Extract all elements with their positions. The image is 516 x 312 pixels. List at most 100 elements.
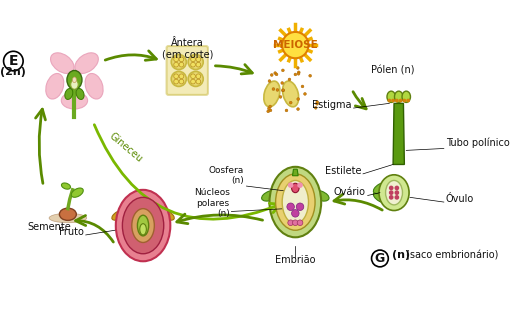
Text: Ovário: Ovário bbox=[334, 188, 366, 197]
Polygon shape bbox=[293, 169, 298, 176]
Circle shape bbox=[288, 78, 291, 81]
Circle shape bbox=[179, 79, 184, 84]
Text: Pólen (n): Pólen (n) bbox=[370, 65, 414, 75]
Ellipse shape bbox=[116, 190, 170, 261]
Ellipse shape bbox=[73, 77, 76, 83]
Text: Estilete: Estilete bbox=[325, 166, 361, 176]
Circle shape bbox=[297, 71, 300, 74]
Circle shape bbox=[179, 57, 184, 62]
Circle shape bbox=[402, 99, 406, 102]
Ellipse shape bbox=[59, 208, 76, 220]
Text: G: G bbox=[375, 252, 385, 265]
Ellipse shape bbox=[67, 71, 82, 89]
Ellipse shape bbox=[71, 80, 78, 89]
Circle shape bbox=[196, 74, 201, 79]
Ellipse shape bbox=[264, 81, 280, 107]
Ellipse shape bbox=[171, 55, 186, 70]
Circle shape bbox=[282, 89, 285, 92]
Circle shape bbox=[281, 89, 284, 92]
Circle shape bbox=[272, 88, 275, 90]
Circle shape bbox=[316, 101, 319, 104]
Ellipse shape bbox=[374, 192, 389, 203]
Circle shape bbox=[391, 99, 395, 102]
Circle shape bbox=[297, 220, 303, 226]
Text: Tubo polínico: Tubo polínico bbox=[446, 137, 509, 148]
Circle shape bbox=[282, 32, 309, 58]
Ellipse shape bbox=[283, 81, 299, 107]
Circle shape bbox=[174, 79, 179, 84]
Circle shape bbox=[191, 79, 196, 84]
Circle shape bbox=[297, 108, 299, 110]
Circle shape bbox=[289, 101, 292, 104]
Circle shape bbox=[174, 62, 179, 67]
Circle shape bbox=[196, 62, 201, 67]
Ellipse shape bbox=[385, 180, 402, 205]
Text: Núcleos
polares
(n): Núcleos polares (n) bbox=[194, 188, 230, 218]
Ellipse shape bbox=[65, 89, 73, 100]
Text: Gineceu: Gineceu bbox=[107, 131, 144, 164]
Ellipse shape bbox=[85, 73, 103, 99]
Polygon shape bbox=[393, 103, 405, 164]
Circle shape bbox=[297, 98, 300, 100]
Circle shape bbox=[191, 57, 196, 62]
Ellipse shape bbox=[282, 180, 309, 224]
Text: E: E bbox=[9, 54, 18, 68]
Ellipse shape bbox=[76, 89, 84, 100]
Circle shape bbox=[316, 102, 318, 105]
Circle shape bbox=[406, 99, 410, 102]
Circle shape bbox=[395, 195, 399, 200]
Ellipse shape bbox=[132, 209, 154, 242]
Circle shape bbox=[389, 186, 394, 190]
Ellipse shape bbox=[276, 174, 315, 230]
Ellipse shape bbox=[160, 210, 174, 220]
Text: Embrião: Embrião bbox=[275, 255, 316, 265]
Ellipse shape bbox=[402, 91, 410, 102]
Circle shape bbox=[191, 62, 196, 67]
Ellipse shape bbox=[71, 188, 83, 197]
Circle shape bbox=[269, 109, 272, 112]
Circle shape bbox=[296, 203, 304, 211]
Circle shape bbox=[293, 220, 298, 226]
Circle shape bbox=[297, 72, 300, 75]
Circle shape bbox=[389, 190, 394, 195]
Circle shape bbox=[395, 186, 399, 190]
Ellipse shape bbox=[51, 53, 74, 73]
Circle shape bbox=[179, 62, 184, 67]
Circle shape bbox=[294, 73, 297, 76]
Circle shape bbox=[274, 72, 277, 75]
Text: Ântera
(em corte): Ântera (em corte) bbox=[162, 37, 213, 59]
Ellipse shape bbox=[262, 190, 280, 201]
Ellipse shape bbox=[139, 197, 147, 212]
Circle shape bbox=[196, 57, 201, 62]
Circle shape bbox=[314, 106, 317, 109]
Ellipse shape bbox=[140, 224, 147, 235]
Text: Oosfera
(n): Oosfera (n) bbox=[208, 166, 244, 185]
Circle shape bbox=[276, 89, 279, 91]
Text: (n): (n) bbox=[392, 251, 410, 261]
Circle shape bbox=[288, 220, 294, 226]
FancyBboxPatch shape bbox=[167, 46, 208, 95]
Circle shape bbox=[179, 74, 184, 79]
Ellipse shape bbox=[311, 190, 329, 201]
Circle shape bbox=[191, 74, 196, 79]
Ellipse shape bbox=[61, 92, 88, 109]
Circle shape bbox=[281, 81, 284, 84]
Ellipse shape bbox=[188, 71, 203, 86]
Ellipse shape bbox=[292, 183, 299, 193]
Circle shape bbox=[399, 99, 402, 102]
Circle shape bbox=[395, 190, 399, 195]
Circle shape bbox=[285, 109, 288, 112]
Circle shape bbox=[287, 203, 295, 211]
Ellipse shape bbox=[75, 53, 99, 73]
Circle shape bbox=[388, 99, 391, 102]
Ellipse shape bbox=[49, 213, 87, 223]
Circle shape bbox=[269, 105, 271, 108]
Ellipse shape bbox=[291, 174, 300, 193]
Circle shape bbox=[389, 195, 394, 200]
Circle shape bbox=[296, 66, 299, 69]
Circle shape bbox=[281, 69, 284, 72]
Ellipse shape bbox=[374, 182, 389, 193]
Ellipse shape bbox=[137, 215, 149, 236]
Ellipse shape bbox=[188, 55, 203, 70]
Circle shape bbox=[395, 99, 399, 102]
